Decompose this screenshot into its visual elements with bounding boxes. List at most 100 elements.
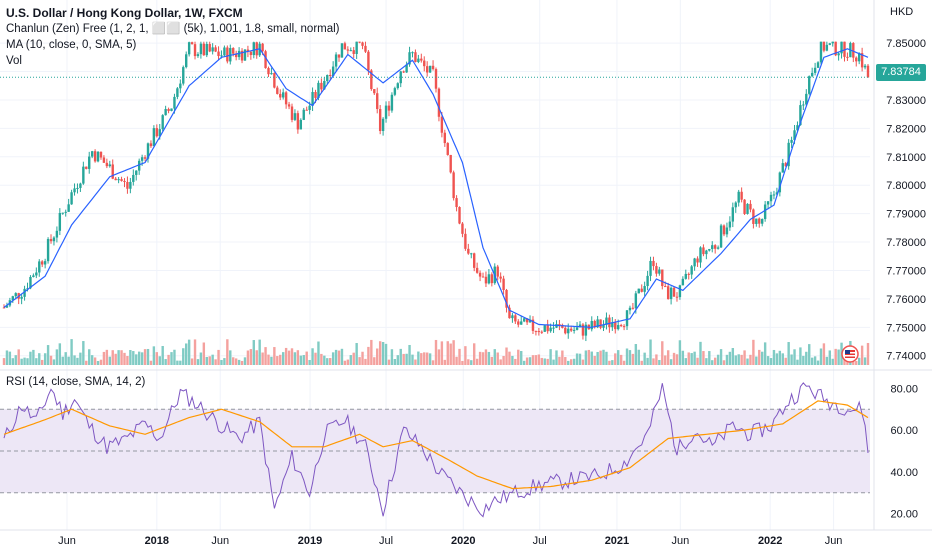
volume-bar bbox=[49, 355, 53, 365]
volume-bar bbox=[766, 356, 770, 365]
volume-bar bbox=[525, 357, 529, 365]
candle-body bbox=[640, 288, 643, 292]
volume-bar bbox=[540, 357, 543, 365]
volume-bar bbox=[734, 355, 737, 365]
zen-indicator-label[interactable]: Chanlun (Zen) Free (1, 2, 1, ⬜⬜ (5k), 1.… bbox=[6, 23, 340, 35]
price-tick-label: 7.83000 bbox=[886, 95, 926, 107]
volume-bar bbox=[217, 349, 220, 365]
candle-body bbox=[361, 42, 364, 46]
volume-bar bbox=[696, 357, 699, 365]
volume-bar bbox=[170, 352, 173, 365]
candle-body bbox=[740, 191, 743, 200]
candle-body bbox=[367, 51, 370, 71]
candle-body bbox=[743, 199, 746, 214]
candle-body bbox=[302, 109, 305, 120]
volume-bar bbox=[628, 350, 632, 365]
volume-bar bbox=[467, 359, 470, 365]
candle-body bbox=[355, 41, 358, 54]
volume-bar bbox=[552, 359, 555, 365]
rsi-indicator-label[interactable]: RSI (14, close, SMA, 14, 2) bbox=[6, 376, 146, 388]
candle-body bbox=[802, 104, 805, 106]
volume-bar bbox=[534, 355, 538, 365]
candle-body bbox=[502, 278, 505, 290]
volume-bar bbox=[343, 360, 347, 365]
candle-body bbox=[446, 143, 449, 155]
candle-body bbox=[716, 247, 720, 249]
candle-body bbox=[329, 74, 332, 77]
time-tick-label: Jul bbox=[533, 535, 547, 547]
rsi-band bbox=[0, 408, 870, 494]
volume-bar bbox=[740, 354, 743, 365]
candle-body bbox=[167, 109, 170, 111]
candle-body bbox=[290, 106, 294, 120]
us-flag-icon[interactable] bbox=[841, 345, 859, 363]
time-tick-label: Jul bbox=[379, 535, 393, 547]
candle-body bbox=[531, 319, 535, 331]
volume-bar bbox=[43, 353, 47, 365]
volume-bar bbox=[93, 357, 97, 365]
volume-bar bbox=[690, 353, 693, 365]
volume-bar bbox=[182, 348, 185, 365]
volume-bar bbox=[85, 360, 88, 365]
volume-bar bbox=[73, 355, 76, 365]
candle-body bbox=[417, 58, 420, 63]
candle-body bbox=[505, 289, 508, 308]
volume-bar bbox=[243, 357, 247, 365]
price-tick-label: 7.77000 bbox=[886, 265, 926, 277]
volume-bar bbox=[38, 353, 41, 365]
volume-bar bbox=[137, 351, 141, 365]
candle-body bbox=[434, 69, 438, 89]
volume-bar bbox=[810, 357, 814, 365]
volume-bar bbox=[5, 350, 9, 365]
candle-body bbox=[752, 209, 755, 224]
candle-body bbox=[202, 43, 206, 56]
volume-bar bbox=[819, 348, 823, 365]
volume-bar bbox=[70, 339, 73, 365]
volume-bar bbox=[299, 355, 303, 365]
volume-bar bbox=[152, 346, 156, 365]
volume-bar bbox=[452, 340, 455, 365]
candle-body bbox=[537, 331, 541, 333]
volume-bar bbox=[514, 358, 517, 365]
price-tick-label: 7.75000 bbox=[886, 322, 926, 334]
volume-bar bbox=[828, 350, 831, 365]
volume-bar bbox=[320, 353, 323, 365]
volume-bar bbox=[370, 339, 373, 365]
volume-bar bbox=[531, 355, 535, 365]
volume-bar bbox=[775, 353, 779, 365]
candle-body bbox=[35, 272, 38, 276]
candle-body bbox=[464, 233, 467, 249]
volume-bar bbox=[340, 348, 344, 365]
volume-bar bbox=[302, 355, 305, 365]
volume-bar bbox=[490, 356, 494, 365]
candle-body bbox=[182, 67, 185, 84]
volume-bar bbox=[446, 341, 449, 365]
volume-bar bbox=[487, 351, 491, 365]
candle-body bbox=[831, 41, 834, 44]
candle-body bbox=[390, 94, 394, 111]
volume-bar bbox=[199, 352, 203, 365]
volume-bar bbox=[14, 355, 17, 365]
candle-body bbox=[378, 109, 382, 132]
volume-bar bbox=[82, 341, 85, 365]
candle-body bbox=[649, 260, 652, 276]
ma-indicator-label[interactable]: MA (10, close, 0, SMA, 5) bbox=[6, 39, 137, 51]
candle-body bbox=[475, 267, 479, 273]
vol-indicator-label[interactable]: Vol bbox=[6, 55, 22, 67]
candle-body bbox=[590, 320, 593, 330]
volume-bar bbox=[719, 349, 723, 365]
candle-body bbox=[26, 288, 29, 290]
volume-bar bbox=[475, 358, 479, 365]
volume-bar bbox=[411, 354, 414, 365]
candle-body bbox=[96, 151, 100, 162]
volume-bar bbox=[161, 345, 164, 365]
volume-bar bbox=[55, 349, 59, 365]
candle-body bbox=[661, 269, 664, 287]
candle-body bbox=[440, 116, 444, 133]
candle-body bbox=[746, 203, 749, 214]
volume-bar bbox=[367, 346, 370, 365]
candle-body bbox=[470, 253, 473, 255]
candle-body bbox=[349, 50, 352, 52]
candle-body bbox=[711, 245, 714, 249]
candle-body bbox=[763, 204, 767, 220]
